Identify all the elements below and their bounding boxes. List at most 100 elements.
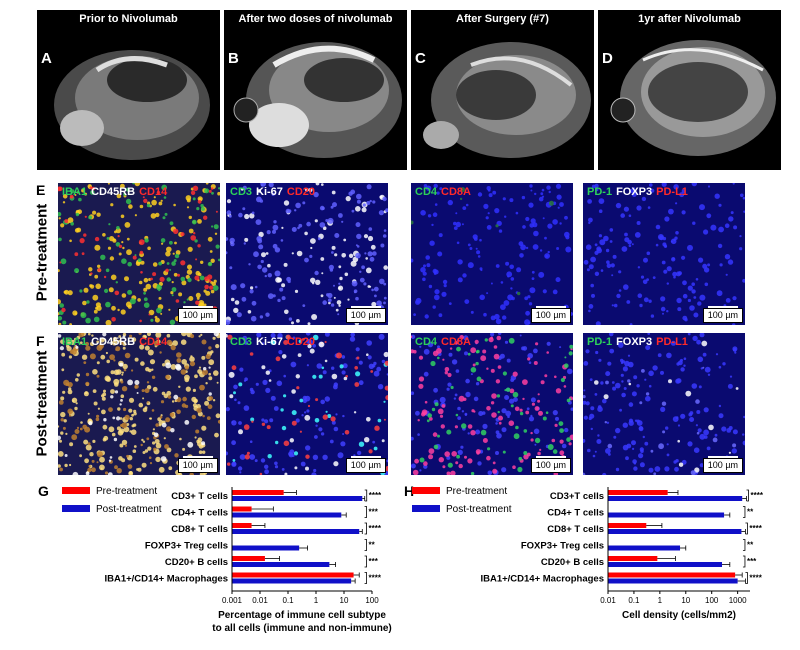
stain-marker-legend: CD3 Ki-67 CD20 — [230, 336, 319, 348]
marker-label: CD3 — [230, 336, 253, 348]
marker-label: CD3 — [230, 186, 253, 198]
significance-label: ** — [747, 508, 754, 517]
significance-bracket — [364, 489, 368, 502]
legend-swatch-pre — [62, 487, 90, 494]
significance-label: **** — [369, 574, 382, 583]
row-label-post: Post-treatment — [33, 350, 51, 457]
x-tick-label: 0.001 — [222, 596, 243, 605]
significance-label: ** — [369, 541, 376, 550]
post-stain-panel-2: CD3 Ki-67 CD20 100 µm — [226, 333, 388, 475]
bar-post — [232, 512, 342, 518]
significance-bracket — [745, 522, 748, 535]
bar-pre — [232, 572, 354, 578]
chart-g: G Pre-treatment Post-treatment CD3+ T cells… — [38, 483, 392, 634]
significance-bracket — [746, 489, 749, 502]
stain-marker-legend: CD4 CD8A — [415, 336, 475, 348]
bar-post — [608, 545, 681, 551]
scale-bar: 100 µm — [177, 456, 218, 473]
panel-letter: G — [38, 483, 49, 499]
x-tick-label: 1 — [314, 596, 319, 605]
post-stain-panel-1: IBA1 CD45RB CD14 100 µm — [58, 333, 220, 475]
x-tick-label: 0.1 — [282, 596, 294, 605]
significance-label: ** — [747, 541, 754, 550]
significance-label: **** — [369, 524, 382, 533]
mri-caption: 1yr after Nivolumab — [638, 13, 741, 25]
marker-label: CD4 — [415, 186, 438, 198]
marker-label: CD8A — [441, 336, 471, 348]
category-label: IBA1+/CD14+ Macrophages — [104, 574, 228, 585]
legend-label-post: Post-treatment — [446, 504, 512, 515]
x-axis-label: Cell density (cells/mm2) — [622, 610, 736, 621]
significance-bracket — [364, 506, 367, 518]
category-label: CD3+T cells — [550, 491, 604, 502]
panel-letter: D — [602, 50, 613, 67]
micrograph — [226, 333, 388, 475]
mri-image-c — [423, 42, 591, 158]
mri-panel-c: After Surgery (#7) C — [411, 10, 594, 170]
scale-bar: 100 µm — [345, 306, 386, 323]
legend-swatch-post — [412, 505, 440, 512]
marker-label: IBA1 — [62, 186, 88, 198]
legend-label-pre: Pre-treatment — [446, 486, 507, 497]
x-tick-label: 10 — [340, 596, 349, 605]
significance-bracket — [364, 539, 367, 551]
category-label: FOXP3+ Treg cells — [145, 541, 228, 552]
bar-post — [608, 496, 743, 501]
significance-bracket — [364, 555, 367, 568]
x-tick-label: 1000 — [729, 596, 747, 605]
mri-caption: After Surgery (#7) — [456, 13, 549, 25]
micrograph — [583, 183, 745, 325]
panel-letter: B — [228, 50, 239, 67]
marker-label: FOXP3 — [616, 336, 653, 348]
bar-post — [232, 529, 360, 534]
marker-label: PD-1 — [587, 186, 613, 198]
significance-label: **** — [369, 491, 382, 500]
mri-panel-d: 1yr after Nivolumab D — [598, 10, 781, 170]
significance-bracket — [364, 572, 367, 584]
micrograph — [58, 333, 220, 475]
panel-letter-f: F — [36, 333, 45, 349]
mri-panel-b: After two doses of nivolumab B — [224, 10, 407, 170]
x-tick-label: 100 — [365, 596, 379, 605]
significance-label: *** — [369, 508, 379, 517]
category-label: CD8+ T cells — [171, 524, 228, 535]
significance-label: **** — [749, 524, 762, 533]
scale-bar: 100 µm — [177, 306, 218, 323]
bar-post — [232, 545, 300, 551]
panel-letter-e: E — [36, 182, 46, 198]
micrograph — [583, 333, 745, 475]
stain-marker-legend: PD-1 FOXP3 PD-L1 — [587, 186, 692, 198]
x-tick-label: 0.1 — [628, 596, 640, 605]
significance-bracket — [742, 539, 746, 551]
bar-post — [608, 578, 738, 584]
marker-label: PD-1 — [587, 336, 613, 348]
significance-bracket — [364, 522, 367, 535]
significance-label: **** — [749, 574, 762, 583]
chart-h: H Pre-treatment Post-treatment CD3+T cells *… — [404, 483, 764, 621]
marker-label: CD8A — [441, 186, 471, 198]
micrograph — [226, 183, 388, 325]
bar-post — [608, 529, 742, 534]
marker-label: FOXP3 — [616, 186, 653, 198]
scale-bar: 100 µm — [345, 456, 386, 473]
marker-label: CD20 — [286, 186, 316, 198]
mri-caption: Prior to Nivolumab — [79, 13, 178, 25]
stain-marker-legend: CD3 Ki-67 CD20 — [230, 186, 319, 198]
scale-bar: 100 µm — [702, 306, 743, 323]
marker-label: Ki-67 — [256, 186, 283, 198]
mri-caption: After two doses of nivolumab — [238, 13, 393, 25]
x-axis-label: to all cells (immune and non-immune) — [212, 623, 391, 634]
stain-marker-legend: PD-1 FOXP3 PD-L1 — [587, 336, 692, 348]
pre-stain-panel-4: PD-1 FOXP3 PD-L1 100 µm — [583, 183, 745, 325]
significance-bracket — [742, 555, 746, 568]
legend-label-post: Post-treatment — [96, 504, 162, 515]
category-label: CD4+ T cells — [547, 508, 604, 519]
legend-swatch-post — [62, 505, 90, 512]
bar-pre — [608, 556, 658, 561]
category-label: FOXP3+ Treg cells — [521, 541, 604, 552]
legend-label-pre: Pre-treatment — [96, 486, 157, 497]
scale-bar: 100 µm — [702, 456, 743, 473]
x-axis-label: Percentage of immune cell subtype — [218, 610, 386, 621]
significance-label: **** — [751, 491, 764, 500]
mri-image-a — [54, 50, 210, 160]
